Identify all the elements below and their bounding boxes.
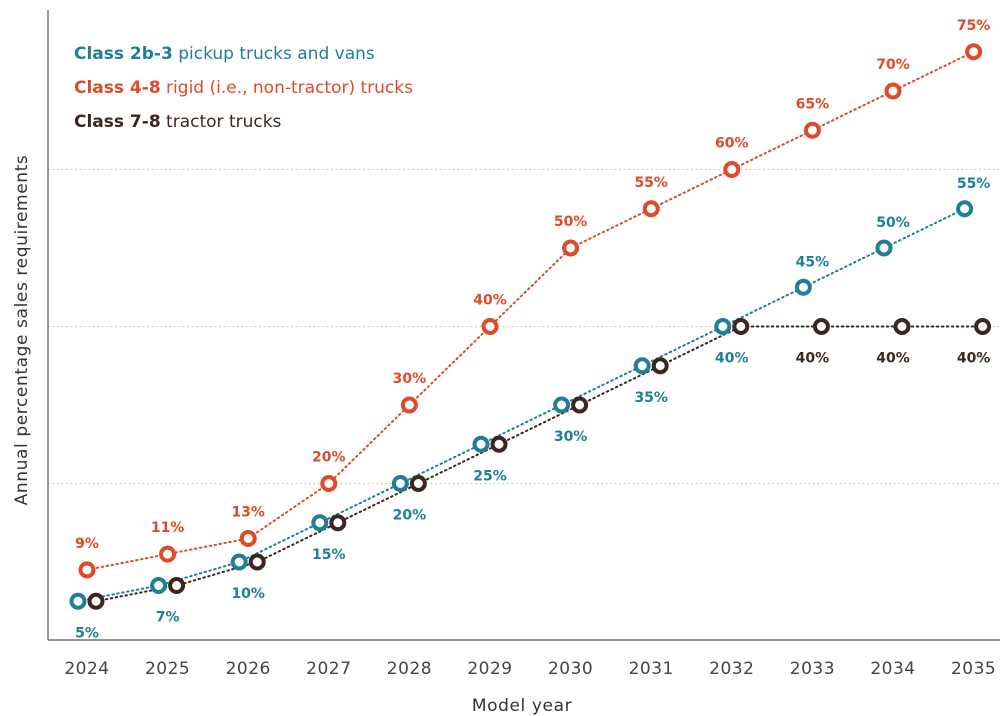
x-tick-label: 2033 (790, 659, 835, 679)
data-label: 50% (876, 215, 910, 231)
x-tick-label: 2027 (306, 659, 351, 679)
x-tick-label: 2035 (951, 659, 996, 679)
data-point-marker (714, 318, 732, 335)
data-label: 50% (554, 214, 588, 230)
x-tick-label: 2024 (64, 659, 109, 679)
data-point-marker (230, 553, 248, 571)
series-markers (69, 43, 992, 610)
legend-entry: Class 7-8 tractor trucks (74, 112, 282, 132)
data-label: 60% (715, 136, 749, 152)
data-point-marker (409, 475, 427, 492)
data-point-marker (553, 396, 571, 414)
data-point-marker (633, 357, 651, 375)
x-tick-label: 2031 (629, 659, 674, 679)
data-label: 40% (876, 351, 910, 367)
data-label: 40% (715, 351, 749, 367)
series-line (95, 325, 984, 603)
data-label: 55% (634, 175, 668, 191)
data-point-marker (974, 318, 992, 335)
data-point-marker (723, 161, 741, 178)
data-point-marker (884, 82, 902, 100)
data-point-marker (69, 592, 87, 610)
data-label: 65% (796, 96, 830, 112)
legend-entry: Class 4-8 rigid (i.e., non-tractor) truc… (74, 78, 413, 98)
data-point-marker (87, 592, 105, 610)
data-point-marker (400, 396, 418, 414)
data-label: 10% (231, 586, 265, 602)
data-point-marker (311, 514, 329, 532)
data-label: 40% (473, 293, 507, 309)
data-point-marker (329, 514, 347, 532)
data-label: 11% (151, 520, 185, 536)
data-label: 30% (393, 371, 427, 387)
x-tick-label: 2034 (870, 659, 915, 679)
data-point-marker (481, 318, 499, 335)
data-label: 5% (75, 625, 99, 641)
data-label: 30% (554, 429, 588, 445)
x-tick-label: 2028 (387, 659, 432, 679)
y-axis-title: Annual percentage sales requirements (12, 155, 32, 506)
data-point-marker (651, 357, 669, 375)
x-tick-label: 2029 (467, 659, 512, 679)
data-point-marker (803, 121, 821, 139)
data-label: 70% (876, 57, 910, 73)
x-axis-title: Model year (472, 696, 572, 716)
series-line (77, 207, 966, 603)
data-label: 75% (957, 18, 991, 34)
data-point-marker (320, 475, 338, 492)
series-line (86, 50, 975, 571)
legend: Class 2b-3 pickup trucks and vans Class 4… (74, 44, 413, 132)
data-point-marker (248, 553, 266, 571)
data-point-marker (956, 200, 974, 218)
data-point-marker (78, 561, 96, 579)
axes (47, 10, 1000, 641)
data-point-marker (893, 318, 911, 335)
data-point-marker (490, 435, 508, 453)
data-label: 20% (312, 450, 346, 466)
data-point-marker (168, 577, 186, 595)
data-point-marker (794, 278, 812, 296)
x-tick-label: 2026 (226, 659, 271, 679)
data-label: 7% (156, 610, 180, 626)
data-label: 9% (75, 536, 99, 552)
x-tick-label: 2025 (145, 659, 190, 679)
data-point-marker (875, 239, 893, 257)
x-tick-label: 2032 (709, 659, 754, 679)
data-label: 20% (393, 508, 427, 524)
x-tick-label: 2030 (548, 659, 593, 679)
data-label: 45% (796, 254, 830, 270)
data-point-marker (239, 529, 257, 547)
data-label: 13% (231, 504, 265, 520)
data-point-marker (159, 545, 177, 563)
data-point-marker (150, 577, 168, 595)
data-label: 40% (957, 351, 991, 367)
legend-entry: Class 2b-3 pickup trucks and vans (74, 44, 375, 64)
data-point-marker (391, 475, 409, 492)
data-labels: 9% 11% 13% 20% 30% 40% 50% 55% 60% 65% 70% 75% 5% 7% 1… (75, 18, 990, 642)
data-label: 15% (312, 547, 346, 563)
x-tick-labels: 2024 2025 2026 2027 2028 2029 2030 2031 2032 2033… (64, 659, 996, 679)
data-label: 55% (957, 176, 991, 192)
data-point-marker (472, 435, 490, 453)
data-label: 35% (634, 390, 668, 406)
data-point-marker (812, 318, 830, 335)
data-point-marker (965, 43, 983, 61)
data-point-marker (732, 318, 750, 335)
data-point-marker (642, 200, 660, 218)
data-label: 25% (473, 468, 507, 484)
data-point-marker (562, 239, 580, 257)
data-point-marker (571, 396, 589, 414)
data-label: 40% (796, 351, 830, 367)
